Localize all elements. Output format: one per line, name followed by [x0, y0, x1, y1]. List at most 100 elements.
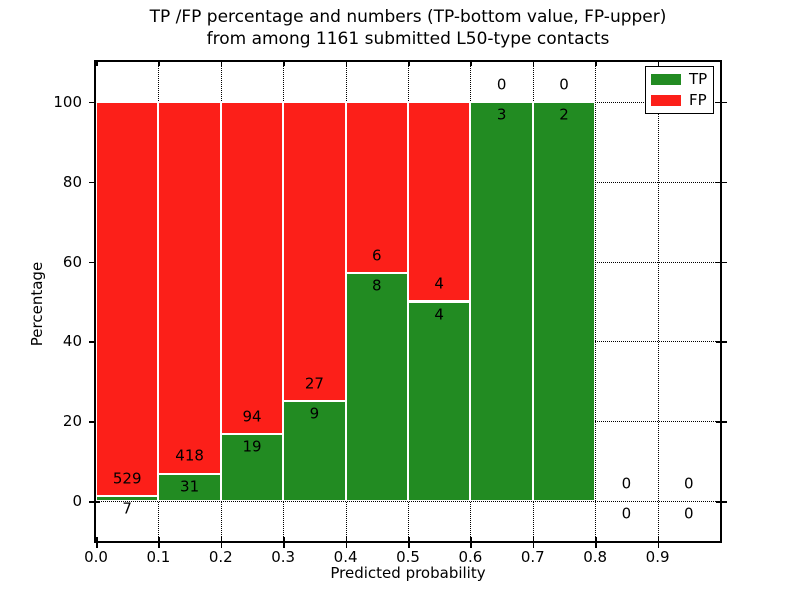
y-tick-left: [89, 181, 94, 184]
bar-segment-fp: [96, 101, 159, 496]
x-tick-bottom-inner: [345, 537, 348, 541]
bar-segment-tp: [158, 473, 221, 502]
y-tick-label: 20: [62, 412, 82, 431]
fp-count-label: 0: [496, 75, 507, 94]
fp-count-label: 0: [684, 474, 694, 493]
bar-segment-tp: [283, 401, 346, 502]
y-tick-right: [722, 341, 727, 343]
gridline-vertical: [595, 62, 597, 541]
x-tick-label: 0.4: [333, 548, 358, 566]
bar-segment-tp: [532, 101, 596, 502]
x-tick-label: 0.8: [583, 548, 608, 566]
y-tick-right: [722, 181, 727, 184]
x-tick-bottom: [220, 543, 223, 548]
y-tick-left: [89, 261, 94, 264]
x-tick-top: [470, 62, 472, 66]
tp-count-label: 31: [180, 477, 200, 496]
y-tick-right-inner: [716, 501, 720, 503]
x-tick-bottom-inner: [595, 537, 597, 541]
x-tick-bottom-inner: [283, 537, 285, 541]
x-tick-label: 0.9: [645, 548, 670, 566]
legend-item-fp: FP: [651, 92, 708, 109]
x-tick-top: [595, 62, 597, 66]
y-tick-left: [89, 341, 94, 343]
y-tick-label: 60: [62, 252, 82, 271]
x-tick-top: [408, 62, 410, 66]
legend-label: FP: [689, 91, 707, 109]
x-tick-label: 0.7: [520, 548, 545, 566]
x-tick-bottom: [96, 543, 98, 548]
tp-count-label: 9: [309, 404, 320, 423]
bar-segment-fp: [345, 101, 408, 273]
x-tick-bottom-inner: [220, 537, 223, 541]
bar-segment-fp: [283, 101, 346, 402]
y-tick-right: [722, 421, 727, 423]
legend: TP FP: [645, 66, 714, 114]
x-tick-top: [283, 62, 285, 66]
tp-count-label: 3: [496, 105, 507, 124]
plot-area: 0.0 0.1 0.2 0.3 0.4 0.5 0.6 0.7 0.8 0.9 0 20 40 60 80 1…: [53, 60, 727, 566]
x-tick-bottom-inner: [408, 537, 410, 541]
gridline-vertical: [657, 62, 659, 541]
x-tick-label: 0.3: [271, 548, 296, 566]
tp-count-label: 19: [242, 437, 262, 456]
chart-title: TP /FP percentage and numbers (TP-bottom…: [149, 7, 667, 49]
bar-segment-fp: [220, 101, 284, 434]
y-tick-right-inner: [716, 181, 720, 184]
y-tick-right-inner: [716, 261, 720, 264]
x-tick-bottom-inner: [657, 537, 660, 541]
x-tick-label: 0.1: [146, 548, 171, 566]
x-tick-top: [158, 62, 160, 66]
fp-count-label: 418: [175, 446, 204, 465]
bar-segment-tp: [470, 101, 533, 502]
x-tick-bottom-inner: [158, 537, 160, 541]
x-tick-top: [657, 62, 660, 66]
x-tick-bottom: [283, 543, 285, 548]
tp-count-label: 2: [559, 105, 569, 124]
x-tick-top: [220, 62, 223, 66]
x-tick-bottom: [345, 543, 348, 548]
bar-segment-tp: [96, 495, 159, 502]
y-tick-left: [89, 101, 94, 104]
fp-count-label: 6: [372, 246, 382, 265]
x-tick-label: 0.5: [396, 548, 420, 566]
x-tick-bottom: [408, 543, 410, 548]
legend-item-tp: TP: [651, 71, 708, 88]
x-tick-bottom: [657, 543, 660, 548]
y-tick-right: [722, 261, 727, 264]
x-tick-top: [345, 62, 348, 66]
bar-segment-tp: [220, 433, 284, 502]
y-tick-label: 0: [72, 492, 82, 511]
x-tick-bottom-inner: [532, 537, 535, 541]
y-tick-right-inner: [716, 421, 720, 423]
legend-swatch-tp: [651, 74, 681, 85]
x-tick-label: 0.2: [208, 548, 233, 566]
y-tick-right: [722, 501, 727, 503]
fp-count-label: 94: [242, 407, 262, 426]
fp-count-label: 0: [621, 474, 632, 493]
fp-count-label: 0: [559, 75, 569, 94]
bar-segment-tp: [345, 272, 408, 502]
x-tick-bottom: [470, 543, 472, 548]
tp-count-label: 7: [122, 499, 132, 518]
y-tick-left-inner: [96, 501, 100, 503]
fp-count-label: 529: [112, 469, 142, 488]
y-tick-right: [722, 101, 727, 104]
fp-count-label: 4: [434, 274, 444, 293]
y-tick-label: 40: [62, 332, 82, 351]
y-tick-left: [89, 501, 94, 503]
y-tick-right-inner: [716, 101, 720, 104]
x-tick-bottom: [158, 543, 160, 548]
x-tick-top: [96, 62, 98, 66]
tp-count-label: 8: [372, 276, 382, 295]
x-axis-label: Predicted probability: [330, 564, 486, 582]
x-tick-bottom: [595, 543, 597, 548]
x-tick-top: [532, 62, 535, 66]
y-tick-left: [89, 421, 94, 423]
x-tick-bottom-inner: [96, 537, 98, 541]
x-tick-label: 0.0: [84, 548, 108, 566]
x-tick-bottom-inner: [470, 537, 472, 541]
tp-count-label: 4: [434, 305, 444, 324]
x-tick-label: 0.6: [458, 548, 483, 566]
